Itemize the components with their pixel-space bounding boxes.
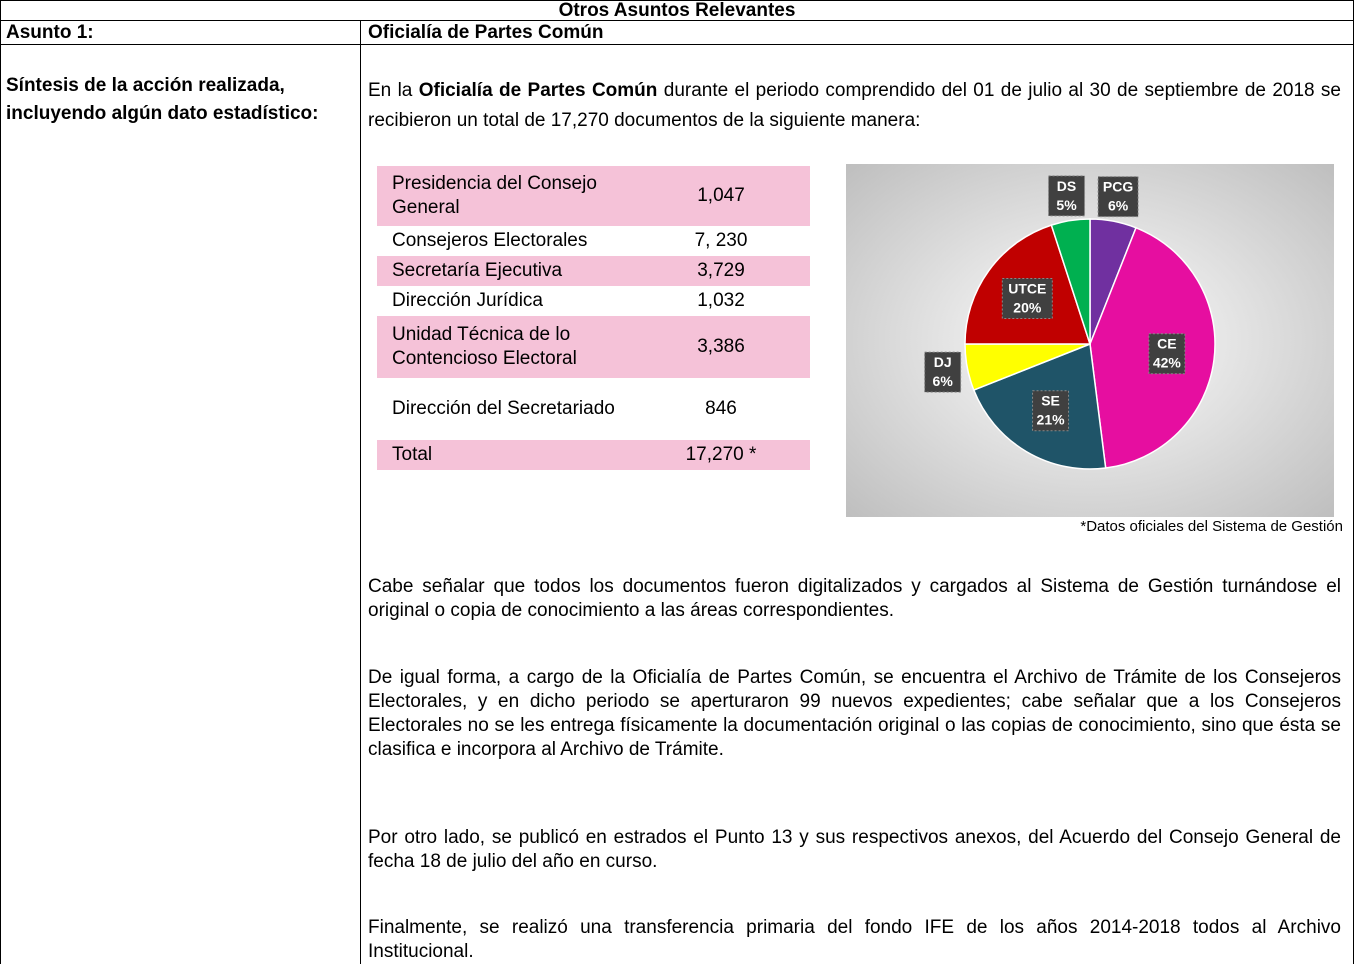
data-label: SE 21% bbox=[1032, 390, 1070, 432]
area: Dirección Jurídica bbox=[392, 290, 543, 311]
breakdown-row: Presidencia del Consejo General 1,047 bbox=[377, 166, 810, 226]
text: durante el periodo comprendido del 01 de… bbox=[368, 80, 1341, 131]
data-label: UTCE 20% bbox=[1001, 277, 1053, 319]
pie-slice bbox=[1050, 218, 1091, 345]
text: En la bbox=[368, 80, 419, 101]
label-box bbox=[1097, 176, 1139, 218]
breakdown-row: Dirección Jurídica 1,032 bbox=[377, 286, 810, 316]
count: 17,270 * bbox=[685, 444, 757, 465]
pie-chart: PCG 6% CE 42% SE 21% DJ 6% UTCE 20% DS 5% bbox=[846, 164, 1334, 517]
label-box bbox=[1148, 333, 1186, 375]
border bbox=[1353, 0, 1354, 964]
border bbox=[0, 44, 1354, 45]
area: Total bbox=[392, 444, 433, 465]
count: 1,047 bbox=[697, 185, 745, 206]
count: 3,729 bbox=[697, 260, 745, 281]
area: Presidencia del Consejo General bbox=[392, 173, 597, 218]
slice-percent: 21% bbox=[1037, 412, 1066, 428]
slice-percent: 6% bbox=[933, 373, 954, 389]
slice-name: PCG bbox=[1103, 179, 1133, 195]
data-label: DS 5% bbox=[1048, 175, 1086, 217]
slice-percent: 42% bbox=[1153, 355, 1182, 371]
paragraph: Por otro lado, se publicó en estrados el… bbox=[368, 827, 1341, 872]
slice-percent: 6% bbox=[1108, 198, 1129, 214]
slice-name: UTCE bbox=[1008, 280, 1046, 296]
area: Dirección del Secretariado bbox=[392, 398, 615, 419]
footnote: *Datos oficiales del Sistema de Gestión bbox=[1080, 518, 1343, 535]
text: Oficialía de Partes Común bbox=[418, 80, 658, 101]
count: 1,032 bbox=[697, 290, 745, 311]
row-label: Asunto 1: bbox=[6, 22, 94, 43]
row-value: Oficialía de Partes Común bbox=[368, 22, 604, 43]
breakdown-row: Secretaría Ejecutiva 3,729 bbox=[377, 256, 810, 286]
slice-percent: 20% bbox=[1013, 299, 1042, 315]
breakdown-row: Dirección del Secretariado 846 bbox=[377, 378, 810, 440]
border bbox=[360, 20, 361, 964]
border bbox=[0, 20, 1354, 21]
label-box bbox=[924, 351, 962, 393]
slice-percent: 5% bbox=[1056, 197, 1077, 213]
area: Unidad Técnica de lo Contencioso Elector… bbox=[392, 324, 577, 369]
paragraph: Finalmente, se realizó una transferencia… bbox=[368, 917, 1341, 962]
slice-name: DS bbox=[1057, 178, 1076, 194]
paragraph: Cabe señalar que todos los documentos fu… bbox=[368, 576, 1341, 621]
count: 7, 230 bbox=[694, 230, 748, 251]
data-label: PCG 6% bbox=[1097, 176, 1139, 218]
row-label: Síntesis de la acción realizada, incluye… bbox=[6, 75, 319, 124]
paragraph: De igual forma, a cargo de la Oficialía … bbox=[368, 667, 1341, 760]
slice-name: CE bbox=[1157, 336, 1176, 352]
breakdown-row: Total 17,270 * bbox=[377, 440, 810, 470]
border bbox=[0, 0, 1354, 1]
border bbox=[0, 0, 1, 964]
slice-name: SE bbox=[1041, 393, 1060, 409]
data-label: CE 42% bbox=[1148, 333, 1186, 375]
breakdown-row: Consejeros Electorales 7, 230 bbox=[377, 226, 810, 256]
intro: En la Oficialía de Partes Común durante … bbox=[368, 76, 1341, 136]
slice-name: DJ bbox=[934, 354, 952, 370]
data-label: DJ 6% bbox=[924, 351, 962, 393]
label-box bbox=[1032, 390, 1070, 432]
area: Consejeros Electorales bbox=[392, 230, 588, 251]
count: 3,386 bbox=[697, 336, 745, 357]
count: 846 bbox=[705, 398, 737, 419]
area: Secretaría Ejecutiva bbox=[392, 260, 563, 281]
table-title: Otros Asuntos Relevantes bbox=[558, 0, 796, 21]
breakdown-row: Unidad Técnica de lo Contencioso Elector… bbox=[377, 316, 810, 378]
